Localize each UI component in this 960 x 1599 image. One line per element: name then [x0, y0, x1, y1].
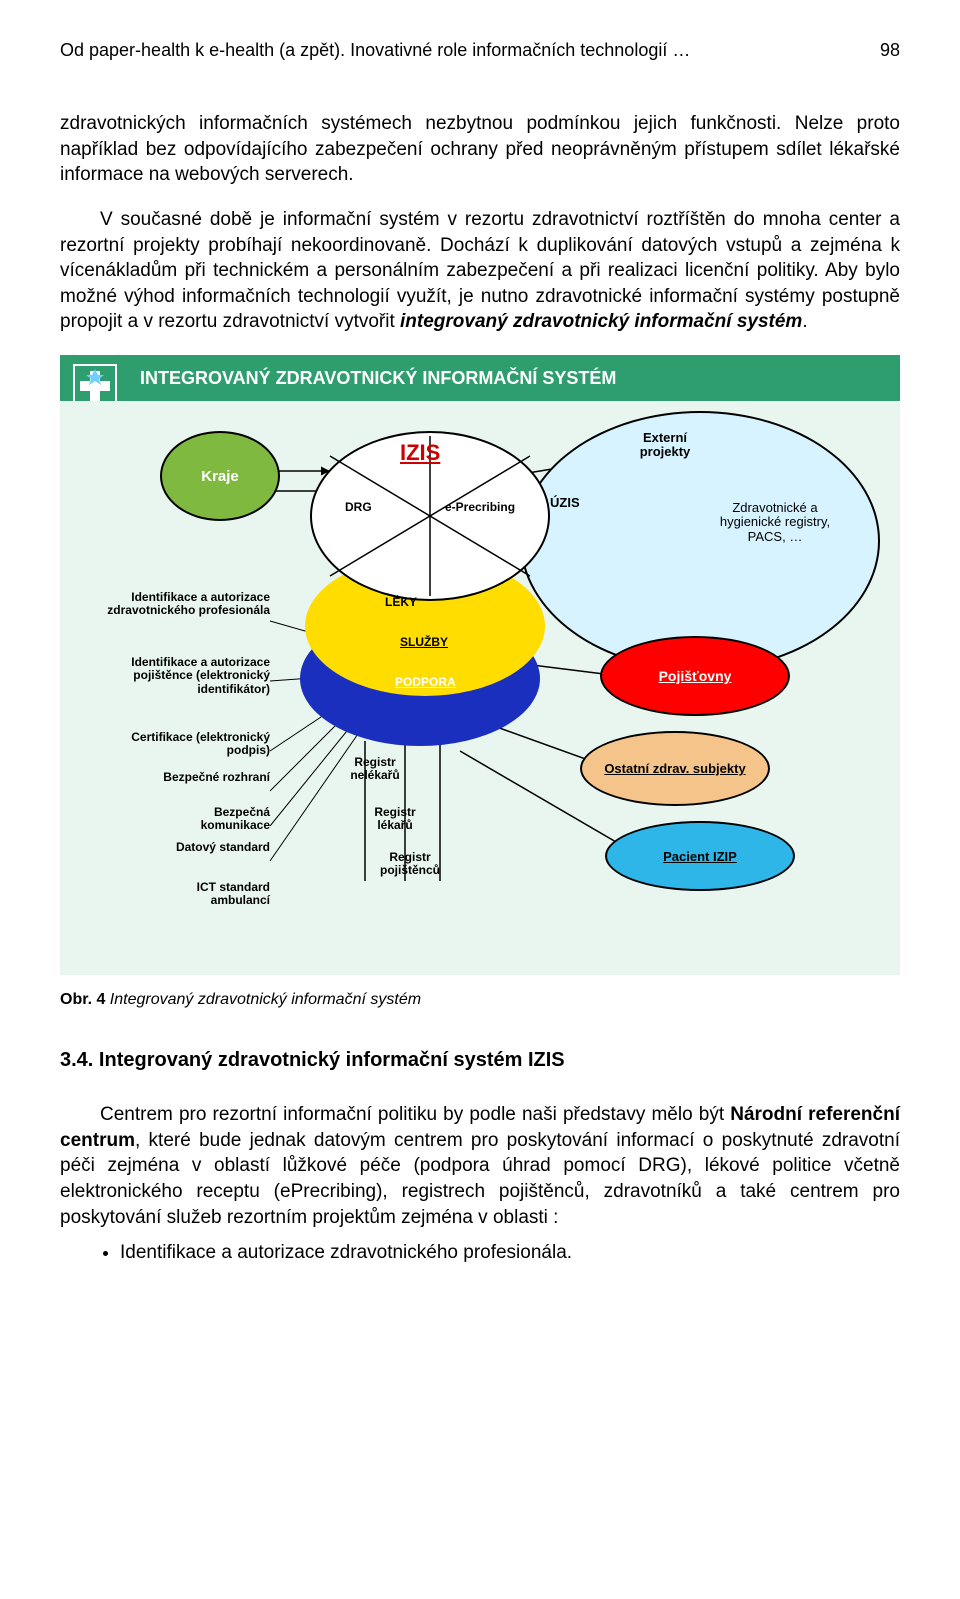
label-sluzby: SLUŽBY: [400, 636, 448, 649]
label-leky: LÉKY: [385, 596, 417, 609]
page-number: 98: [880, 40, 900, 61]
diagram: INTEGROVANÝ ZDRAVOTNICKÝ INFORMAČNÍ SYST…: [60, 355, 900, 975]
label-drg: DRG: [345, 501, 372, 514]
running-title: Od paper-health k e-health (a zpět). Ino…: [60, 40, 690, 61]
diagram-body: Externí projekty Zdravotnické a hygienic…: [60, 401, 900, 975]
label-left-7: ICT standard ambulancí: [160, 881, 270, 907]
label-registr-pojistencu: Registr pojištěnců: [370, 851, 450, 877]
label-left-3: Certifikace (elektronický podpis): [100, 731, 270, 757]
label-zdrav-reg: Zdravotnické a hygienické registry, PACS…: [700, 501, 850, 544]
paragraph-2: V současné době je informační systém v r…: [60, 207, 900, 335]
paragraph-1: zdravotnických informačních systémech ne…: [60, 111, 900, 188]
diagram-title: INTEGROVANÝ ZDRAVOTNICKÝ INFORMAČNÍ SYST…: [140, 368, 616, 389]
bullet-list: Identifikace a autorizace zdravotnického…: [60, 1240, 900, 1266]
label-registr-nelekaru: Registr nelékařů: [340, 756, 410, 782]
ellipse-kraje: Kraje: [160, 431, 280, 521]
list-item: Identifikace a autorizace zdravotnického…: [120, 1240, 900, 1266]
ellipse-pacient: Pacient IZIP: [605, 821, 795, 891]
label-left-2: Identifikace a autorizace pojištěnce (el…: [70, 656, 270, 696]
label-podpora: PODPORA: [395, 676, 456, 689]
ellipse-ostatni: Ostatní zdrav. subjekty: [580, 731, 770, 806]
label-izis: IZIS: [400, 441, 440, 465]
diagram-title-bar: INTEGROVANÝ ZDRAVOTNICKÝ INFORMAČNÍ SYST…: [60, 355, 900, 401]
ellipse-pojistovny: Pojišťovny: [600, 636, 790, 716]
label-externi: Externí projekty: [620, 431, 710, 460]
label-uzis: ÚZIS: [550, 496, 580, 510]
label-left-1: Identifikace a autorizace zdravotnického…: [90, 591, 270, 617]
figure-caption: Obr. 4 Integrovaný zdravotnický informač…: [60, 991, 900, 1009]
label-registr-lekaru: Registr lékařů: [360, 806, 430, 832]
label-left-5: Bezpečná komunikace: [160, 806, 270, 832]
label-eprescribing: e-Precribing: [445, 501, 515, 514]
label-left-4: Bezpečné rozhraní: [160, 771, 270, 784]
label-left-6: Datový standard: [170, 841, 270, 854]
section-heading: 3.4. Integrovaný zdravotnický informační…: [60, 1049, 900, 1072]
running-header: Od paper-health k e-health (a zpět). Ino…: [60, 40, 900, 61]
paragraph-3: Centrem pro rezortní informační politiku…: [60, 1102, 900, 1230]
